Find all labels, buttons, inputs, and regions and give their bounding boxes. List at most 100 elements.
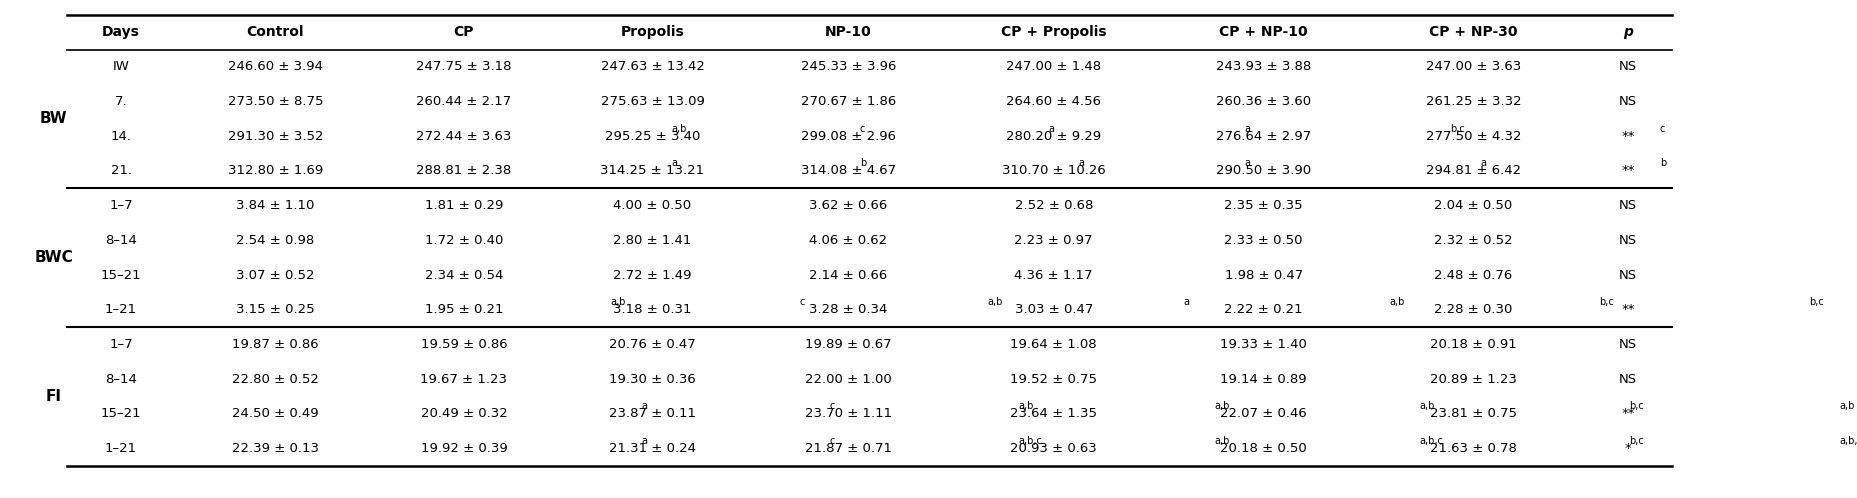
Text: 3.03 ± 0.47: 3.03 ± 0.47 <box>1014 303 1092 316</box>
Text: a: a <box>1244 124 1250 133</box>
Text: BWC: BWC <box>35 250 72 265</box>
Text: **: ** <box>1619 303 1634 316</box>
Text: 288.81 ± 2.38: 288.81 ± 2.38 <box>416 164 511 177</box>
Text: 20.76 ± 0.47: 20.76 ± 0.47 <box>609 338 696 351</box>
Text: 247.75 ± 3.18: 247.75 ± 3.18 <box>416 60 511 73</box>
Text: 2.14 ± 0.66: 2.14 ± 0.66 <box>810 268 888 281</box>
Text: 273.50 ± 8.75: 273.50 ± 8.75 <box>227 95 323 108</box>
Text: 21.63 ± 0.78: 21.63 ± 0.78 <box>1430 442 1515 455</box>
Text: 276.64 ± 2.97: 276.64 ± 2.97 <box>1214 130 1311 143</box>
Text: FI: FI <box>46 389 61 404</box>
Text: 260.36 ± 3.60: 260.36 ± 3.60 <box>1216 95 1311 108</box>
Text: 3.07 ± 0.52: 3.07 ± 0.52 <box>236 268 314 281</box>
Text: c: c <box>860 124 865 133</box>
Text: 21.: 21. <box>110 164 132 177</box>
Text: 4.00 ± 0.50: 4.00 ± 0.50 <box>613 199 691 212</box>
Text: **: ** <box>1619 164 1634 177</box>
Text: NS: NS <box>1617 338 1636 351</box>
Text: 2.54 ± 0.98: 2.54 ± 0.98 <box>236 234 314 247</box>
Text: 22.80 ± 0.52: 22.80 ± 0.52 <box>232 373 319 385</box>
Text: 19.87 ± 0.86: 19.87 ± 0.86 <box>232 338 318 351</box>
Text: b,c: b,c <box>1629 401 1643 411</box>
Text: NS: NS <box>1617 95 1636 108</box>
Text: a: a <box>1183 297 1188 307</box>
Text: 15–21: 15–21 <box>100 407 141 420</box>
Text: b,c: b,c <box>1448 124 1463 133</box>
Text: 294.81 ± 6.42: 294.81 ± 6.42 <box>1426 164 1521 177</box>
Text: 19.67 ± 1.23: 19.67 ± 1.23 <box>420 373 507 385</box>
Text: 20.18 ± 0.91: 20.18 ± 0.91 <box>1430 338 1515 351</box>
Text: CP + NP-30: CP + NP-30 <box>1428 25 1517 39</box>
Text: 2.80 ± 1.41: 2.80 ± 1.41 <box>613 234 691 247</box>
Text: a: a <box>1480 158 1486 168</box>
Text: Days: Days <box>102 25 139 39</box>
Text: 4.06 ± 0.62: 4.06 ± 0.62 <box>810 234 888 247</box>
Text: 2.22 ± 0.21: 2.22 ± 0.21 <box>1224 303 1302 316</box>
Text: b: b <box>860 158 865 168</box>
Text: 247.00 ± 1.48: 247.00 ± 1.48 <box>1006 60 1101 73</box>
Text: b,c: b,c <box>1809 297 1824 307</box>
Text: a,b: a,b <box>611 297 626 307</box>
Text: c: c <box>1658 124 1664 133</box>
Text: b,c: b,c <box>1599 297 1614 307</box>
Text: 3.84 ± 1.10: 3.84 ± 1.10 <box>236 199 314 212</box>
Text: 314.25 ± 13.21: 314.25 ± 13.21 <box>600 164 704 177</box>
Text: 243.93 ± 3.88: 243.93 ± 3.88 <box>1214 60 1311 73</box>
Text: 19.33 ± 1.40: 19.33 ± 1.40 <box>1220 338 1307 351</box>
Text: 1–21: 1–21 <box>106 303 137 316</box>
Text: 2.28 ± 0.30: 2.28 ± 0.30 <box>1434 303 1512 316</box>
Text: a: a <box>1079 158 1084 168</box>
Text: 20.18 ± 0.50: 20.18 ± 0.50 <box>1220 442 1305 455</box>
Text: IW: IW <box>113 60 130 73</box>
Text: c: c <box>830 401 834 411</box>
Text: a,b: a,b <box>670 124 687 133</box>
Text: a,b,c: a,b,c <box>1419 436 1443 446</box>
Text: 20.93 ± 0.63: 20.93 ± 0.63 <box>1010 442 1096 455</box>
Text: 3.28 ± 0.34: 3.28 ± 0.34 <box>810 303 888 316</box>
Text: 295.25 ± 3.40: 295.25 ± 3.40 <box>604 130 700 143</box>
Text: NS: NS <box>1617 268 1636 281</box>
Text: 23.70 ± 1.11: 23.70 ± 1.11 <box>804 407 891 420</box>
Text: a,b: a,b <box>1419 401 1434 411</box>
Text: a,b: a,b <box>1213 436 1229 446</box>
Text: a,b: a,b <box>1213 401 1229 411</box>
Text: 2.33 ± 0.50: 2.33 ± 0.50 <box>1224 234 1302 247</box>
Text: a: a <box>641 436 646 446</box>
Text: 15–21: 15–21 <box>100 268 141 281</box>
Text: 275.63 ± 13.09: 275.63 ± 13.09 <box>600 95 704 108</box>
Text: 22.07 ± 0.46: 22.07 ± 0.46 <box>1220 407 1305 420</box>
Text: 1–7: 1–7 <box>110 338 134 351</box>
Text: CP + NP-10: CP + NP-10 <box>1218 25 1307 39</box>
Text: 14.: 14. <box>111 130 132 143</box>
Text: 1.81 ± 0.29: 1.81 ± 0.29 <box>425 199 503 212</box>
Text: 19.64 ± 1.08: 19.64 ± 1.08 <box>1010 338 1096 351</box>
Text: 312.80 ± 1.69: 312.80 ± 1.69 <box>228 164 323 177</box>
Text: a,b: a,b <box>988 297 1003 307</box>
Text: CP + Propolis: CP + Propolis <box>1001 25 1107 39</box>
Text: 280.20 ± 9.29: 280.20 ± 9.29 <box>1006 130 1101 143</box>
Text: 1.95 ± 0.21: 1.95 ± 0.21 <box>425 303 503 316</box>
Text: 2.48 ± 0.76: 2.48 ± 0.76 <box>1434 268 1512 281</box>
Text: a,b,c: a,b,c <box>1838 436 1857 446</box>
Text: 1–7: 1–7 <box>110 199 134 212</box>
Text: 299.08 ± 2.96: 299.08 ± 2.96 <box>800 130 895 143</box>
Text: 2.23 ± 0.97: 2.23 ± 0.97 <box>1014 234 1092 247</box>
Text: 21.31 ± 0.24: 21.31 ± 0.24 <box>609 442 696 455</box>
Text: a,b: a,b <box>1389 297 1404 307</box>
Text: c: c <box>799 297 804 307</box>
Text: 2.72 ± 1.49: 2.72 ± 1.49 <box>613 268 691 281</box>
Text: p: p <box>1621 25 1632 39</box>
Text: 264.60 ± 4.56: 264.60 ± 4.56 <box>1006 95 1101 108</box>
Text: 20.89 ± 1.23: 20.89 ± 1.23 <box>1430 373 1515 385</box>
Text: 290.50 ± 3.90: 290.50 ± 3.90 <box>1216 164 1311 177</box>
Text: 19.92 ± 0.39: 19.92 ± 0.39 <box>420 442 507 455</box>
Text: 270.67 ± 1.86: 270.67 ± 1.86 <box>800 95 895 108</box>
Text: 22.39 ± 0.13: 22.39 ± 0.13 <box>232 442 319 455</box>
Text: 2.34 ± 0.54: 2.34 ± 0.54 <box>425 268 503 281</box>
Text: a: a <box>670 158 678 168</box>
Text: 1.98 ± 0.47: 1.98 ± 0.47 <box>1224 268 1302 281</box>
Text: c: c <box>830 436 834 446</box>
Text: 1–21: 1–21 <box>106 442 137 455</box>
Text: 4.36 ± 1.17: 4.36 ± 1.17 <box>1014 268 1092 281</box>
Text: 3.15 ± 0.25: 3.15 ± 0.25 <box>236 303 314 316</box>
